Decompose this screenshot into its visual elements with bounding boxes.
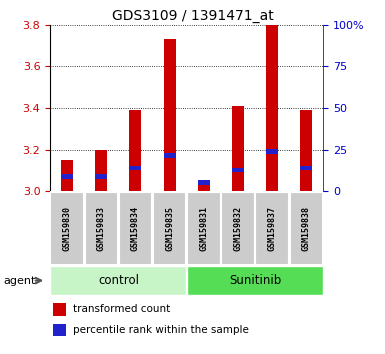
Text: GSM159838: GSM159838 [302,206,311,251]
Text: GSM159833: GSM159833 [97,206,106,251]
Text: GSM159831: GSM159831 [199,206,208,251]
Text: transformed count: transformed count [73,304,170,314]
Bar [266,149,278,154]
Bar [232,168,244,172]
Bar [53,303,67,316]
Bar [61,174,73,179]
Bar [129,166,141,170]
Bar [232,106,244,191]
Bar [198,181,210,191]
Bar [300,110,312,191]
Bar [164,39,176,191]
Text: GSM159832: GSM159832 [233,206,243,251]
Bar [61,160,73,191]
Text: GDS3109 / 1391471_at: GDS3109 / 1391471_at [112,9,273,23]
Bar [300,166,312,170]
Text: GSM159834: GSM159834 [131,206,140,251]
Bar [290,192,323,265]
Bar [53,324,67,336]
Bar [129,110,141,191]
Bar [50,266,186,295]
Bar [255,192,289,265]
Bar [95,150,107,191]
Text: control: control [98,274,139,287]
Bar [153,192,186,265]
Text: percentile rank within the sample: percentile rank within the sample [73,325,249,335]
Bar [266,25,278,191]
Bar [187,266,323,295]
Bar [85,192,118,265]
Bar [198,180,210,185]
Text: GSM159830: GSM159830 [63,206,72,251]
Bar [221,192,255,265]
Text: Sunitinib: Sunitinib [229,274,281,287]
Bar [95,174,107,179]
Text: GSM159835: GSM159835 [165,206,174,251]
Text: GSM159837: GSM159837 [268,206,277,251]
Bar [164,153,176,158]
Bar [119,192,152,265]
Text: agent: agent [4,275,36,286]
Bar [50,192,84,265]
Bar [187,192,221,265]
